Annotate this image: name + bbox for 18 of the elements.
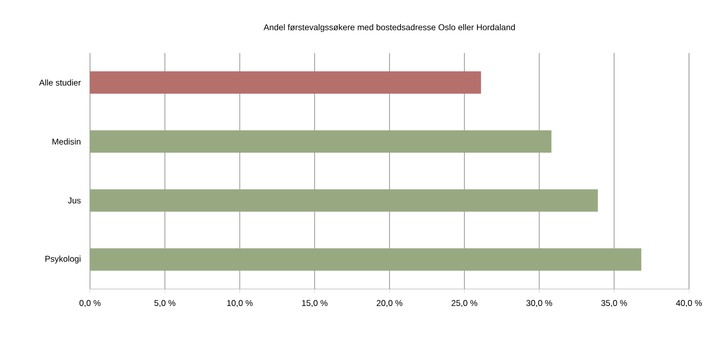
- bar: [90, 189, 598, 212]
- y-tick-label: Psykologi: [45, 256, 80, 264]
- x-tick-label: 15,0 %: [302, 300, 328, 308]
- bar: [90, 71, 482, 94]
- x-tick-label: 25,0 %: [452, 300, 478, 308]
- x-tick-label: 40,0 %: [676, 300, 702, 308]
- bar: [90, 248, 642, 271]
- y-tick-label: Medisin: [52, 138, 80, 145]
- y-tick-label: Alle studier: [39, 79, 81, 86]
- chart-title: Andel førstevalgssøkere med bostedsadresse Oslo eller Hordaland: [264, 24, 515, 32]
- x-tick-label: 5,0 %: [154, 300, 176, 308]
- x-tick-label: 20,0 %: [376, 300, 402, 308]
- x-tick-label: 0,0 %: [80, 300, 101, 308]
- x-tick-label: 30,0 %: [526, 300, 552, 308]
- bar: [90, 130, 552, 153]
- x-tick-label: 10,0 %: [227, 300, 253, 308]
- x-tick-label: 35,0 %: [601, 300, 628, 308]
- y-tick-label: Jus: [68, 198, 81, 204]
